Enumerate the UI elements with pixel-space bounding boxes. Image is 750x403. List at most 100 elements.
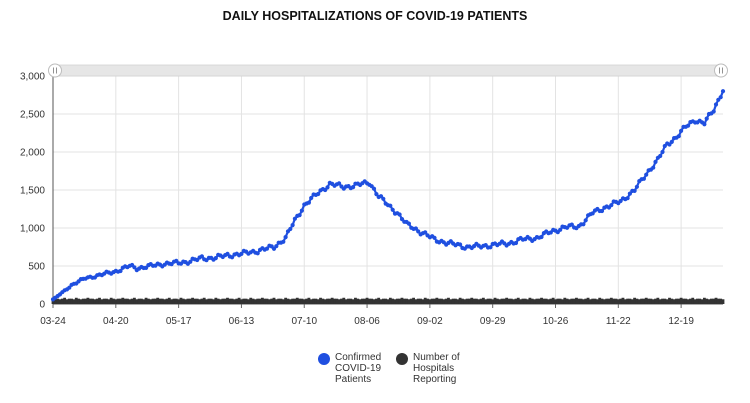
- hospitals-bar: [700, 299, 704, 304]
- hospitals-bar: [77, 298, 80, 304]
- confirmed-point: [230, 255, 235, 260]
- hospitals-bar: [107, 299, 111, 304]
- hospitals-bar: [260, 297, 264, 304]
- hospitals-bar: [121, 297, 125, 304]
- hospitals-bar: [488, 298, 492, 304]
- hospitals-bar: [595, 299, 599, 304]
- confirmed-point: [590, 211, 595, 216]
- confirmed-point: [644, 172, 649, 177]
- hospitals-bar: [337, 299, 341, 304]
- hospitals-bar: [84, 298, 87, 304]
- hospitals-bar: [505, 297, 509, 304]
- hospitals-bar: [212, 299, 215, 304]
- hospitals-bar: [174, 298, 178, 304]
- hospitals-bar: [91, 298, 94, 304]
- hospitals-bar: [237, 297, 241, 304]
- confirmed-point: [488, 245, 493, 250]
- hospitals-bar: [323, 299, 327, 304]
- hospitals-bar: [167, 297, 171, 304]
- hospitals-bar: [314, 298, 318, 304]
- hospitals-bar: [551, 297, 555, 304]
- hospitals-bar: [386, 299, 390, 304]
- hospitals-bar: [363, 298, 367, 304]
- hospitals-bar: [53, 298, 57, 304]
- hospitals-bar: [67, 298, 71, 304]
- hospitals-bar: [516, 297, 520, 304]
- hospitals-bar: [242, 298, 246, 304]
- confirmed-point: [316, 191, 321, 197]
- hospitals-bar: [481, 297, 485, 304]
- hospitals-bar: [570, 298, 574, 304]
- hospitals-bar: [202, 297, 206, 304]
- hospitals-bar: [523, 298, 527, 304]
- range-handle-right[interactable]: [714, 63, 728, 78]
- confirmed-series-line: [52, 90, 725, 301]
- hospitals-bar: [635, 298, 639, 304]
- hospitals-bar: [509, 298, 513, 304]
- hospitals-bar: [456, 299, 460, 304]
- legend-swatch-hospitals: [396, 353, 408, 365]
- hospitals-bar: [135, 299, 139, 304]
- confirmed-point: [306, 200, 311, 205]
- hospitals-bar: [116, 298, 120, 304]
- hospitals-bar: [119, 298, 122, 304]
- confirmed-point: [625, 196, 630, 201]
- hospitals-bar: [249, 297, 253, 304]
- hospitals-bar: [563, 297, 567, 304]
- hospitals-bar: [333, 298, 336, 304]
- range-scrollbar-track[interactable]: [53, 64, 723, 77]
- legend-item-confirmed[interactable]: Confirmed COVID-19 Patients: [318, 352, 381, 385]
- hospitals-bar: [565, 298, 569, 304]
- chart-title: DAILY HOSPITALIZATIONS OF COVID-19 PATIE…: [222, 9, 528, 23]
- range-handle-left[interactable]: [48, 63, 62, 78]
- hospitals-bar: [295, 297, 299, 304]
- hospitals-bar: [619, 298, 623, 304]
- hospitals-bar: [707, 299, 711, 304]
- hospitals-bar: [330, 297, 334, 304]
- hospitals-bar: [158, 298, 162, 304]
- legend-item-hospitals[interactable]: Number of Hospitals Reporting: [396, 352, 460, 385]
- confirmed-point: [669, 139, 674, 144]
- hospitals-bar: [709, 298, 713, 304]
- confirmed-point: [713, 102, 719, 107]
- hospitals-bar: [691, 297, 695, 304]
- confirmed-point: [651, 165, 656, 170]
- hospitals-bar: [412, 297, 415, 304]
- hospitals-bar: [228, 298, 232, 304]
- hospitals-bar: [495, 298, 499, 304]
- hospitals-bar: [340, 298, 343, 304]
- hospitals-bar: [514, 298, 518, 304]
- confirmed-point: [351, 185, 356, 190]
- handle-knob: [48, 63, 62, 78]
- hospitals-bar: [428, 299, 432, 304]
- hospitals-bar: [651, 299, 655, 304]
- hospitals-bar: [468, 298, 471, 304]
- x-tick-label: 03-24: [40, 316, 66, 327]
- hospitals-bar: [247, 299, 250, 304]
- hospitals-bar: [216, 298, 220, 304]
- confirmed-point: [292, 216, 297, 221]
- hospitals-bar: [582, 299, 585, 304]
- hospitals-bar: [547, 299, 550, 304]
- hospitals-bar: [165, 298, 169, 304]
- confirmed-point: [660, 149, 665, 155]
- hospitals-bar: [221, 298, 225, 304]
- hospitals-bar: [598, 297, 602, 304]
- hospitals-bar: [105, 298, 108, 304]
- hospitals-bar: [188, 298, 192, 304]
- hospitals-bar: [130, 298, 134, 304]
- hospitals-bar: [682, 298, 685, 304]
- hospitals-bar: [447, 297, 450, 304]
- hospitals-bar: [74, 297, 78, 304]
- hospitals-bar: [244, 298, 248, 304]
- confirmed-point: [413, 226, 418, 231]
- hospitals-bar: [512, 299, 516, 304]
- hospitals-bar: [253, 299, 257, 304]
- confirmed-point: [309, 195, 314, 201]
- hospitals-bar: [186, 298, 190, 304]
- hospitals-bar: [233, 299, 236, 304]
- hospitals-bar: [398, 298, 402, 304]
- hospitals-bar: [549, 298, 553, 304]
- hospitals-bar: [156, 297, 160, 304]
- hospitals-bar: [347, 298, 350, 304]
